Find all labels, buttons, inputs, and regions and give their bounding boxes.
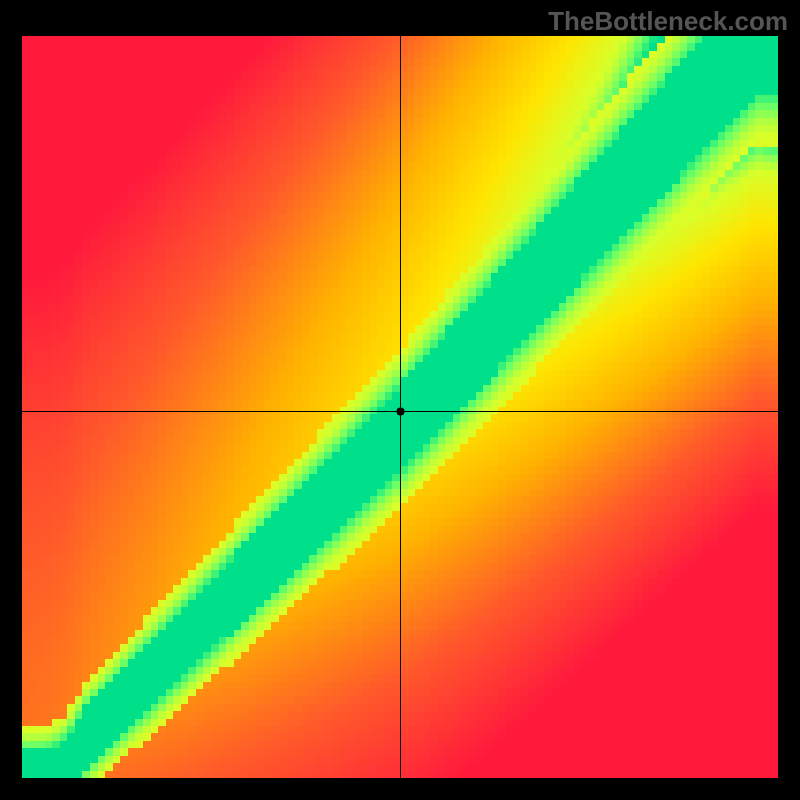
bottleneck-heatmap (22, 36, 778, 778)
watermark-text: TheBottleneck.com (548, 6, 788, 37)
chart-frame: { "watermark": { "text": "TheBottleneck.… (0, 0, 800, 800)
